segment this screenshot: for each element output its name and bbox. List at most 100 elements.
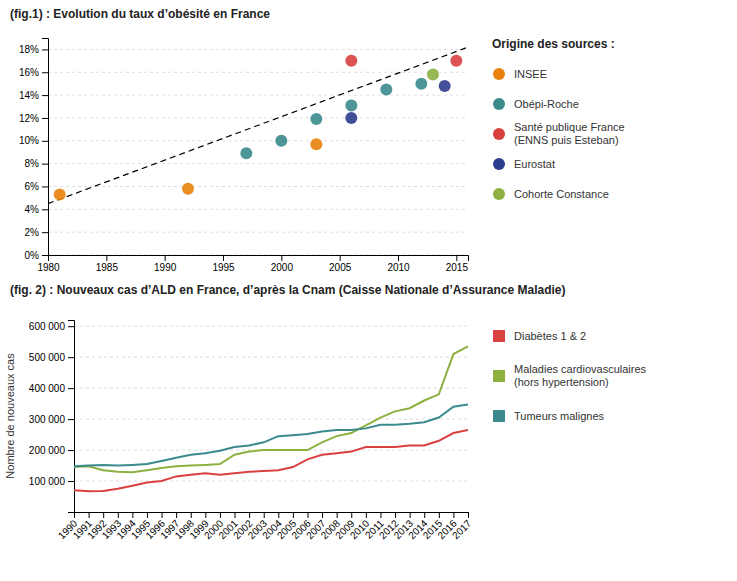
tick-label: 2% (25, 227, 40, 238)
tick-mark (351, 512, 352, 518)
point (427, 69, 439, 81)
tick-mark (162, 512, 163, 518)
x-axis: 1990199119921993199419951996199719981999… (56, 512, 474, 541)
axis-line (68, 321, 75, 513)
tick-label: 6% (25, 181, 40, 192)
point (182, 183, 194, 195)
legend-swatch (493, 98, 505, 110)
legend-label: Tumeurs malignes (514, 410, 605, 422)
text-line: Santé publique France (514, 121, 625, 133)
tick-mark (42, 141, 48, 142)
legend-swatch (493, 188, 505, 200)
tick-mark (103, 512, 104, 518)
tick-mark (42, 95, 48, 96)
tick-mark (132, 512, 133, 518)
tick-label: 2017 (450, 517, 474, 541)
tick-label: 600 000 (29, 321, 66, 332)
tick-mark (165, 255, 166, 261)
tick-mark (118, 512, 119, 518)
tick-mark (220, 512, 221, 518)
point (345, 99, 357, 111)
tick-mark (410, 512, 411, 518)
tick: 400 000 (29, 383, 74, 394)
tick: 2000 (271, 255, 294, 273)
tick: 1995 (212, 255, 235, 273)
grid-line (48, 117, 468, 118)
series (345, 55, 462, 67)
tick-label: 0% (25, 250, 40, 261)
series (240, 78, 427, 160)
tick-mark (176, 512, 177, 518)
legend: Diabètes 1 & 2 Maladies cardiovasculaires… (493, 330, 647, 422)
legend: Origine des sources :INSEEObépi-RocheSan… (492, 37, 625, 200)
grid-line (74, 419, 468, 420)
tick-label: 2015 (446, 262, 469, 273)
tick-mark (468, 512, 469, 518)
legend-item: Maladies cardiovasculaires(hors hyperten… (493, 363, 647, 388)
tick-mark (106, 255, 107, 261)
tick-mark (307, 512, 308, 518)
grid (74, 326, 468, 481)
y-axis-title: Nombre de nouveaux cas (4, 353, 16, 479)
text-line: INSEE (514, 68, 547, 80)
tick: 14% (19, 90, 48, 101)
tick: 0% (25, 250, 48, 261)
legend-item: Santé publique France(ENNS puis Esteban) (493, 121, 625, 146)
legend-swatch (493, 330, 505, 342)
point (415, 78, 427, 90)
tick-mark (223, 255, 224, 261)
y-axis: 0%2%4%6%8%10%12%14%16%18% (19, 39, 49, 261)
tick-mark (398, 255, 399, 261)
tick-label: 500 000 (29, 352, 66, 363)
tick-label: 1995 (212, 262, 235, 273)
tick: 2017 (450, 512, 474, 541)
text-line: Diabètes 1 & 2 (514, 330, 586, 342)
point (275, 135, 287, 147)
tick-mark (42, 209, 48, 210)
text-line: Eurostat (514, 158, 555, 170)
tick-mark (205, 512, 206, 518)
legend-label: Santé publique France(ENNS puis Esteban) (514, 121, 625, 146)
tick-mark (68, 388, 74, 389)
legend-item: INSEE (493, 68, 547, 80)
tick-mark (68, 450, 74, 451)
tick-mark (42, 49, 48, 50)
tick-label: 1980 (37, 262, 60, 273)
tick-mark (439, 512, 440, 518)
x-axis: 19801985199019952000200520102015 (37, 255, 468, 273)
legend-label: Eurostat (514, 158, 555, 170)
tick: 2% (25, 227, 48, 238)
tick-label: 2000 (271, 262, 294, 273)
tick-mark (453, 512, 454, 518)
legend-item: Diabètes 1 & 2 (493, 330, 586, 342)
tick-mark (68, 357, 74, 358)
legend-label: Obépi-Roche (514, 98, 579, 110)
grid-line (48, 49, 468, 50)
tick-mark (322, 512, 323, 518)
point (240, 147, 252, 159)
tick-mark (249, 512, 250, 518)
legend-swatch (493, 128, 505, 140)
point (54, 188, 66, 200)
tick-mark (293, 512, 294, 518)
text-line: Obépi-Roche (514, 98, 579, 110)
tick-label: 1985 (96, 262, 119, 273)
tick-mark (42, 118, 48, 119)
plot-area (74, 346, 468, 491)
tick: 16% (19, 67, 48, 78)
text-line: (ENNS puis Esteban) (514, 134, 619, 146)
axis-line (42, 39, 49, 256)
tick-mark (366, 512, 367, 518)
title: (fig.1) : Evolution du taux d’obésité en… (10, 7, 270, 21)
tick: 500 000 (29, 352, 74, 363)
legend-swatch (493, 158, 505, 170)
grid-line (74, 388, 468, 389)
text-line: Tumeurs malignes (514, 410, 605, 422)
series (427, 69, 439, 81)
legend-label: Cohorte Constance (514, 188, 609, 200)
tick-label: 2005 (329, 262, 352, 273)
tick: 300 000 (29, 414, 74, 425)
tick-mark (68, 419, 74, 420)
tick: 2010 (387, 255, 410, 273)
tick-label: 16% (19, 67, 39, 78)
